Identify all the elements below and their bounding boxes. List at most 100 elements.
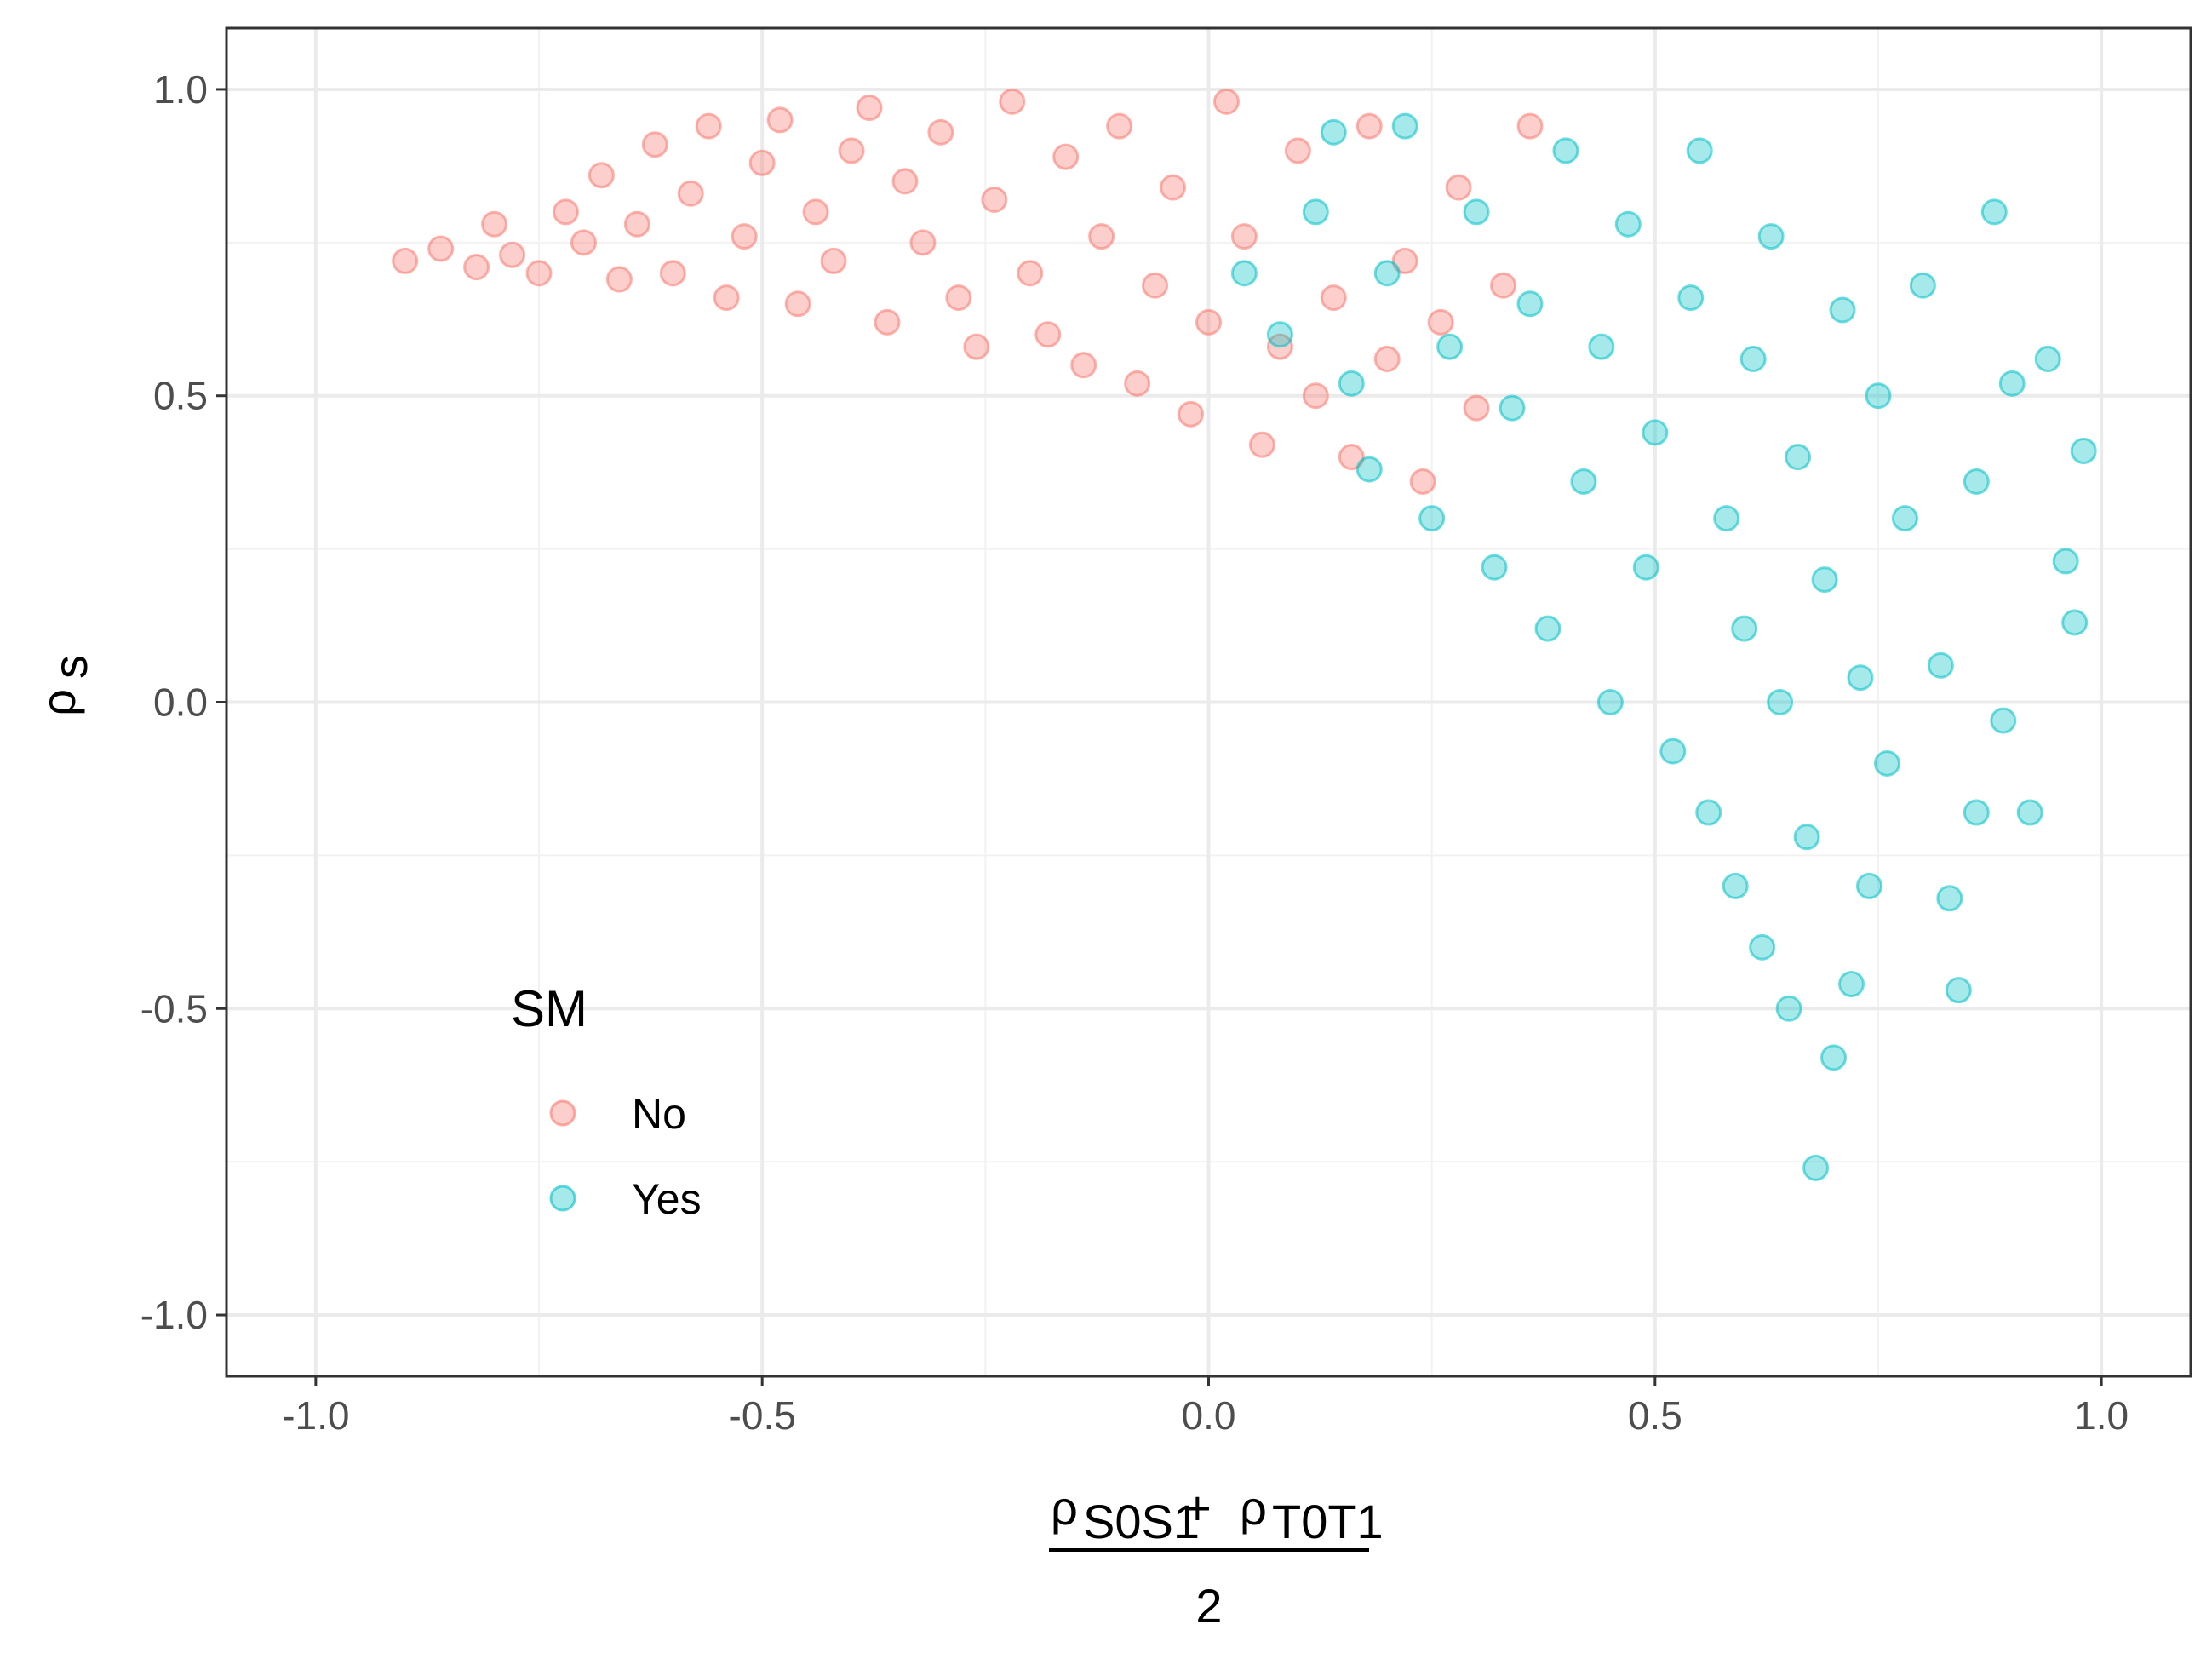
point-yes bbox=[1338, 370, 1365, 397]
point-no bbox=[1248, 431, 1275, 458]
point-no bbox=[1124, 370, 1151, 397]
point-yes bbox=[1516, 290, 1544, 318]
point-no bbox=[1195, 308, 1222, 336]
point-yes bbox=[1320, 118, 1347, 146]
point-no bbox=[802, 198, 829, 226]
point-yes bbox=[1614, 210, 1642, 238]
point-no bbox=[891, 168, 919, 195]
point-yes bbox=[1686, 137, 1713, 164]
point-no bbox=[1034, 321, 1062, 348]
point-no bbox=[1142, 272, 1169, 299]
point-no bbox=[552, 198, 579, 226]
point-no bbox=[481, 210, 508, 238]
x-axis-label: ρ S0S1 + ρ T0T1 2 bbox=[1049, 1481, 1384, 1633]
point-yes bbox=[1230, 260, 1258, 287]
series-no-points bbox=[392, 88, 1544, 495]
y-axis-label: ρ s bbox=[32, 655, 97, 716]
point-no bbox=[525, 260, 553, 287]
legend-label-no: No bbox=[632, 1090, 686, 1138]
x-tick-label: 0.0 bbox=[1182, 1393, 1236, 1438]
point-no bbox=[1490, 272, 1517, 299]
legend-key-no bbox=[549, 1099, 576, 1127]
point-yes bbox=[1463, 198, 1490, 226]
point-yes bbox=[2034, 346, 2061, 373]
point-no bbox=[1391, 247, 1418, 274]
point-no bbox=[766, 106, 794, 134]
point-yes bbox=[1785, 444, 1812, 471]
point-yes bbox=[1534, 615, 1562, 642]
point-yes bbox=[1838, 970, 1865, 997]
point-no bbox=[820, 247, 847, 274]
point-yes bbox=[1865, 382, 1892, 410]
point-no bbox=[748, 149, 776, 176]
point-yes bbox=[1927, 652, 1954, 679]
y-tick-label: 0.0 bbox=[153, 680, 208, 725]
point-yes bbox=[1820, 1044, 1848, 1071]
point-no bbox=[1088, 223, 1115, 250]
point-no bbox=[463, 254, 490, 281]
point-no bbox=[963, 333, 990, 360]
point-no bbox=[1320, 284, 1347, 312]
x-axis-ticks: -1.0 -0.5 0.0 0.5 1.0 bbox=[282, 1376, 2129, 1438]
point-no bbox=[1427, 308, 1454, 336]
y-label-sub: s bbox=[43, 655, 97, 679]
point-yes bbox=[1811, 566, 1838, 594]
point-no bbox=[570, 229, 597, 256]
point-no bbox=[713, 284, 740, 312]
x-label-rho-s0s1: ρ bbox=[1051, 1481, 1078, 1535]
point-no bbox=[1070, 352, 1097, 379]
point-yes bbox=[1767, 689, 1794, 715]
point-no bbox=[1017, 260, 1044, 287]
point-no bbox=[1178, 400, 1205, 428]
x-tick-label: 0.5 bbox=[1628, 1393, 1682, 1438]
series-yes-points bbox=[1230, 112, 2097, 1181]
point-yes bbox=[2070, 437, 2097, 464]
point-yes bbox=[1909, 272, 1936, 299]
x-tick-label: -0.5 bbox=[729, 1393, 796, 1438]
point-yes bbox=[1418, 505, 1446, 532]
point-yes bbox=[1713, 505, 1740, 532]
x-tick-label: 1.0 bbox=[2074, 1393, 2129, 1438]
point-yes bbox=[2052, 548, 2079, 575]
point-no bbox=[1230, 223, 1258, 250]
x-label-denominator: 2 bbox=[1195, 1579, 1222, 1633]
point-yes bbox=[1963, 799, 1990, 826]
point-yes bbox=[1355, 456, 1383, 483]
point-yes bbox=[1632, 554, 1659, 581]
x-label-sub-t0t1: T0T1 bbox=[1272, 1495, 1384, 1548]
y-label-rho: ρ bbox=[32, 689, 85, 716]
point-no bbox=[1052, 143, 1080, 170]
point-yes bbox=[1847, 664, 1874, 692]
point-no bbox=[784, 290, 811, 318]
point-no bbox=[1409, 468, 1436, 495]
point-no bbox=[641, 131, 668, 158]
point-no bbox=[731, 223, 758, 250]
point-no bbox=[1355, 112, 1383, 140]
y-tick-label: 1.0 bbox=[153, 67, 208, 112]
point-no bbox=[1338, 444, 1365, 471]
point-yes bbox=[1552, 137, 1579, 164]
point-yes bbox=[2061, 609, 2089, 636]
point-yes bbox=[1731, 615, 1758, 642]
point-no bbox=[392, 247, 419, 274]
point-yes bbox=[1793, 824, 1820, 851]
point-no bbox=[909, 229, 937, 256]
y-tick-label: -0.5 bbox=[140, 986, 208, 1030]
point-no bbox=[587, 162, 615, 189]
point-yes bbox=[1757, 223, 1785, 250]
point-yes bbox=[1588, 333, 1615, 360]
point-no bbox=[874, 308, 901, 336]
point-no bbox=[499, 241, 526, 268]
point-yes bbox=[1891, 505, 1918, 532]
point-yes bbox=[1936, 885, 1963, 912]
point-yes bbox=[1990, 707, 2017, 734]
point-yes bbox=[1963, 468, 1990, 495]
legend: SM No Yes bbox=[511, 980, 702, 1223]
point-yes bbox=[1775, 995, 1802, 1022]
point-yes bbox=[1739, 346, 1767, 373]
point-yes bbox=[1695, 799, 1722, 826]
x-label-plus: + bbox=[1183, 1481, 1212, 1535]
point-yes bbox=[1436, 333, 1464, 360]
point-no bbox=[623, 210, 650, 238]
